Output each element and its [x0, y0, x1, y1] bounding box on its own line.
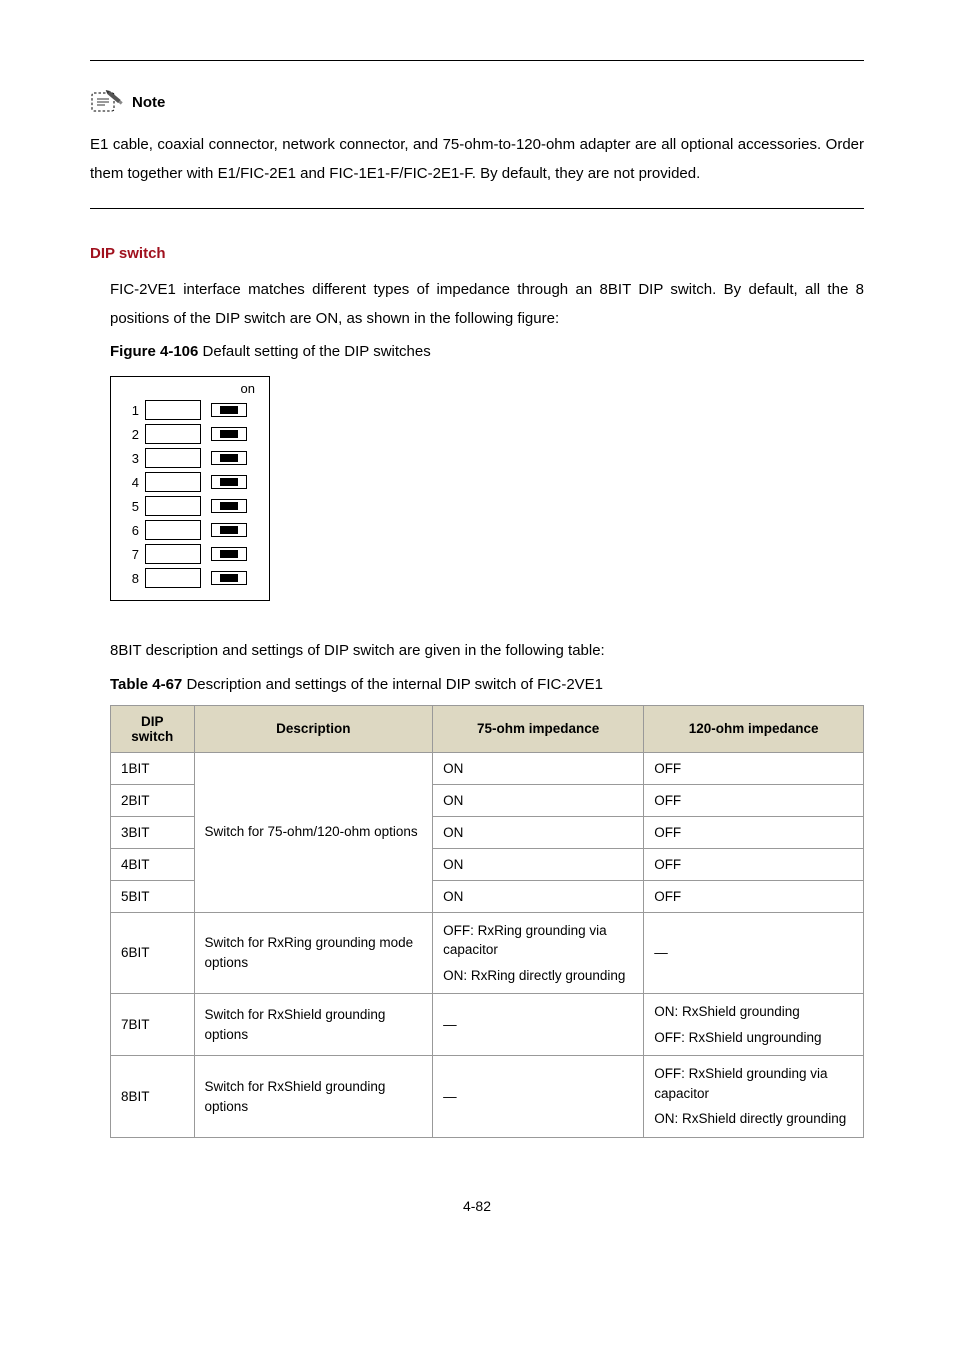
dip-row: 7: [111, 542, 269, 566]
section-heading: DIP switch: [90, 245, 864, 262]
dip-row: 8: [111, 566, 269, 590]
dip-knob: [220, 430, 238, 438]
table-row: —: [433, 1056, 644, 1138]
dip-knob: [220, 454, 238, 462]
table-row: OFF: [644, 816, 864, 848]
figure-label: Figure 4-106 Default setting of the DIP …: [110, 343, 864, 360]
note-label-row: Note: [90, 89, 864, 115]
dip-slider: [211, 547, 247, 561]
table-row: 6BIT: [111, 912, 195, 994]
dip-knob: [220, 550, 238, 558]
note-label: Note: [132, 94, 165, 111]
th-desc: Description: [194, 705, 433, 752]
dip-num: 3: [125, 451, 139, 466]
dip-track: [145, 520, 201, 540]
dip-num: 1: [125, 403, 139, 418]
table-row: OFF: [644, 848, 864, 880]
table-row: ON: RxShield groundingOFF: RxShield ungr…: [644, 994, 864, 1056]
dip-track: [145, 496, 201, 516]
section-body: FIC-2VE1 interface matches different typ…: [110, 276, 864, 333]
table-label: Table 4-67 Description and settings of t…: [110, 676, 864, 693]
dip-row: 5: [111, 494, 269, 518]
table-row: ON: [433, 848, 644, 880]
dip-track: [145, 400, 201, 420]
th-75: 75-ohm impedance: [433, 705, 644, 752]
table-row: —: [644, 912, 864, 994]
dip-on-label: on: [111, 381, 269, 396]
page-number: 4-82: [90, 1198, 864, 1214]
table-row: 8BIT: [111, 1056, 195, 1138]
table-row: Switch for 75-ohm/120-ohm options: [194, 752, 433, 912]
table-row: 1BIT: [111, 752, 195, 784]
dip-row: 4: [111, 470, 269, 494]
dip-slider: [211, 523, 247, 537]
table-row: 7BIT: [111, 994, 195, 1056]
table-row: Switch for RxRing grounding mode options: [194, 912, 433, 994]
table-row: 3BIT: [111, 816, 195, 848]
table-row: Switch for RxShield grounding options: [194, 994, 433, 1056]
table-caption: Description and settings of the internal…: [186, 676, 603, 693]
figure-prefix: Figure 4-106: [110, 343, 198, 360]
table-row: OFF: [644, 752, 864, 784]
dip-slider: [211, 427, 247, 441]
dip-track: [145, 544, 201, 564]
th-120: 120-ohm impedance: [644, 705, 864, 752]
dip-num: 7: [125, 547, 139, 562]
table-row: ON: [433, 816, 644, 848]
table-row: ON: [433, 880, 644, 912]
dip-table: DIP switch Description 75-ohm impedance …: [110, 705, 864, 1139]
table-prefix: Table 4-67: [110, 676, 182, 693]
table-row: 5BIT: [111, 880, 195, 912]
dip-box: on 1 2 3 4 5 6 7 8: [110, 376, 270, 601]
dip-num: 6: [125, 523, 139, 538]
dip-knob: [220, 502, 238, 510]
figure-caption: Default setting of the DIP switches: [203, 343, 431, 360]
table-row: —: [433, 994, 644, 1056]
between-text: 8BIT description and settings of DIP swi…: [110, 637, 864, 666]
table-row: ON: [433, 784, 644, 816]
dip-track: [145, 472, 201, 492]
dip-track: [145, 424, 201, 444]
note-icon: [90, 89, 126, 115]
dip-slider: [211, 451, 247, 465]
table-row: ON: [433, 752, 644, 784]
dip-slider: [211, 571, 247, 585]
dip-row: 1: [111, 398, 269, 422]
dip-slider: [211, 403, 247, 417]
dip-slider: [211, 475, 247, 489]
table-row: OFF: RxShield grounding via capacitorON:…: [644, 1056, 864, 1138]
table-row: OFF: RxRing grounding via capacitorON: R…: [433, 912, 644, 994]
table-row: 4BIT: [111, 848, 195, 880]
table-row: OFF: [644, 784, 864, 816]
dip-knob: [220, 574, 238, 582]
dip-knob: [220, 478, 238, 486]
dip-row: 2: [111, 422, 269, 446]
dip-slider: [211, 499, 247, 513]
table-row: 2BIT: [111, 784, 195, 816]
dip-num: 4: [125, 475, 139, 490]
dip-row: 6: [111, 518, 269, 542]
dip-num: 2: [125, 427, 139, 442]
dip-row: 3: [111, 446, 269, 470]
dip-diagram: on 1 2 3 4 5 6 7 8: [110, 376, 864, 601]
note-bottom-rule: [90, 208, 864, 209]
top-rule: [90, 60, 864, 61]
dip-track: [145, 448, 201, 468]
note-body: E1 cable, coaxial connector, network con…: [90, 131, 864, 188]
dip-knob: [220, 526, 238, 534]
th-dip: DIP switch: [111, 705, 195, 752]
dip-num: 8: [125, 571, 139, 586]
table-row: OFF: [644, 880, 864, 912]
table-row: Switch for RxShield grounding options: [194, 1056, 433, 1138]
dip-knob: [220, 406, 238, 414]
dip-track: [145, 568, 201, 588]
dip-num: 5: [125, 499, 139, 514]
